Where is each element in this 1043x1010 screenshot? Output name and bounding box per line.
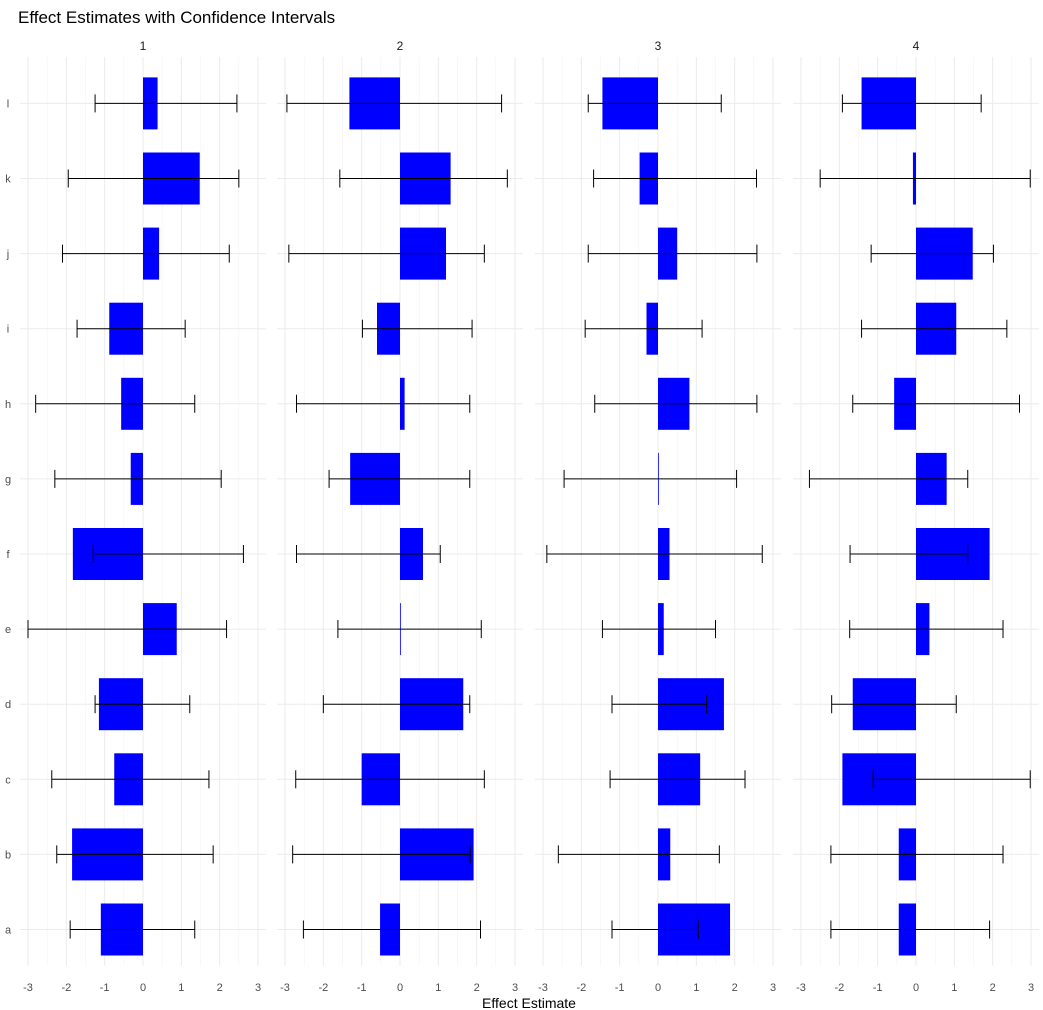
x-tick-label: 1 bbox=[693, 982, 699, 994]
x-tick-label: -2 bbox=[576, 982, 586, 994]
x-tick-label: 0 bbox=[397, 982, 403, 994]
x-tick-label: 3 bbox=[512, 982, 518, 994]
facet-strip-label: 2 bbox=[397, 39, 404, 53]
x-tick-label: 0 bbox=[655, 982, 661, 994]
x-tick-label: -3 bbox=[538, 982, 548, 994]
x-tick-label: 3 bbox=[770, 982, 776, 994]
facet-strip-label: 4 bbox=[913, 39, 920, 53]
y-tick-label: e bbox=[5, 624, 11, 636]
facet-panel-3: 3 -3 -2 -1 0 1 2 3 bbox=[535, 39, 781, 994]
facet-strip-label: 1 bbox=[140, 39, 147, 53]
facet-panel-4: 4 -3 -2 -1 0 1 2 3 bbox=[793, 39, 1039, 994]
x-tick-label: 3 bbox=[1028, 982, 1034, 994]
x-tick-label: -1 bbox=[357, 982, 367, 994]
x-tick-label: -2 bbox=[318, 982, 328, 994]
y-tick-label: i bbox=[7, 324, 9, 336]
facet-panels: 1 -3 -2 -1 0 1 2 3 2 -3 -2 -1 0 1 2 3 3 -3 -2 -1 0 1 2 3 4 -3 -2 -1… bbox=[20, 39, 1039, 994]
facet-strip-label: 3 bbox=[655, 39, 662, 53]
x-tick-label: -2 bbox=[61, 982, 71, 994]
y-tick-label: l bbox=[7, 98, 9, 110]
y-tick-label: c bbox=[5, 774, 11, 786]
x-tick-label: 1 bbox=[178, 982, 184, 994]
x-tick-label: 0 bbox=[140, 982, 146, 994]
y-axis-labels: a b c d e f g h i j k l bbox=[5, 98, 12, 936]
x-tick-label: -2 bbox=[834, 982, 844, 994]
y-tick-label: f bbox=[6, 549, 10, 561]
x-tick-label: 2 bbox=[217, 982, 223, 994]
y-tick-label: a bbox=[5, 925, 12, 937]
facet-panel-2: 2 -3 -2 -1 0 1 2 3 bbox=[277, 39, 523, 994]
x-tick-label: -1 bbox=[100, 982, 110, 994]
y-tick-label: h bbox=[5, 399, 11, 411]
y-tick-label: d bbox=[5, 699, 11, 711]
y-tick-label: g bbox=[5, 474, 11, 486]
x-tick-label: 0 bbox=[913, 982, 919, 994]
x-tick-label: 2 bbox=[732, 982, 738, 994]
y-tick-label: b bbox=[5, 849, 11, 861]
x-tick-label: 1 bbox=[435, 982, 441, 994]
chart-title: Effect Estimates with Confidence Interva… bbox=[18, 8, 335, 27]
x-tick-label: -1 bbox=[615, 982, 625, 994]
x-tick-label: -3 bbox=[796, 982, 806, 994]
y-tick-label: j bbox=[6, 249, 9, 261]
x-axis-title: Effect Estimate bbox=[482, 995, 576, 1010]
x-tick-label: 3 bbox=[255, 982, 261, 994]
y-tick-label: k bbox=[5, 174, 11, 186]
x-tick-label: -3 bbox=[23, 982, 33, 994]
facet-panel-1: 1 -3 -2 -1 0 1 2 3 bbox=[20, 39, 266, 994]
x-tick-label: -3 bbox=[280, 982, 290, 994]
x-tick-label: 1 bbox=[951, 982, 957, 994]
x-tick-label: -1 bbox=[873, 982, 883, 994]
x-tick-label: 2 bbox=[990, 982, 996, 994]
x-tick-label: 2 bbox=[474, 982, 480, 994]
